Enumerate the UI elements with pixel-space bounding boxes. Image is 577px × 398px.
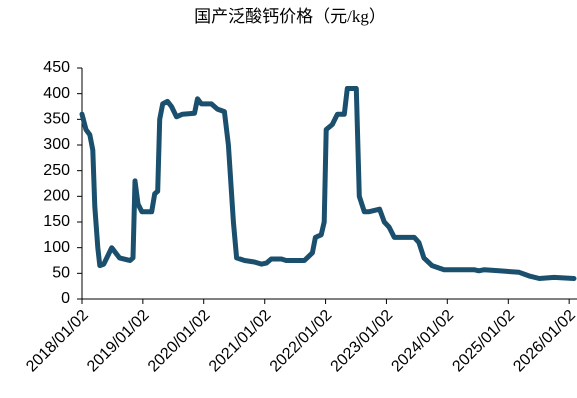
y-tick-label: 200	[43, 188, 70, 205]
y-tick-label: 0	[61, 290, 70, 307]
x-tick-label: 2018/01/02	[23, 307, 92, 376]
x-tick-label: 2023/01/02	[328, 307, 397, 376]
x-tick-label: 2024/01/02	[388, 307, 457, 376]
x-tick-label: 2020/01/02	[145, 307, 214, 376]
x-tick-label: 2022/01/02	[267, 307, 336, 376]
price-line	[79, 86, 577, 281]
x-tick-label: 2019/01/02	[84, 307, 153, 376]
y-tick-label: 100	[43, 239, 70, 256]
chart-title: 国产泛酸钙价格（元/kg）	[194, 7, 386, 26]
y-tick-label: 250	[43, 162, 70, 179]
x-tick-label: 2026/01/02	[510, 307, 577, 376]
x-tick-label: 2021/01/02	[206, 307, 275, 376]
y-tick-label: 450	[43, 59, 70, 76]
y-tick-label: 350	[43, 111, 70, 128]
y-tick-label: 150	[43, 213, 70, 230]
x-tick-label: 2025/01/02	[449, 307, 518, 376]
y-tick-label: 50	[52, 265, 70, 282]
y-tick-label: 300	[43, 136, 70, 153]
y-tick-label: 400	[43, 85, 70, 102]
